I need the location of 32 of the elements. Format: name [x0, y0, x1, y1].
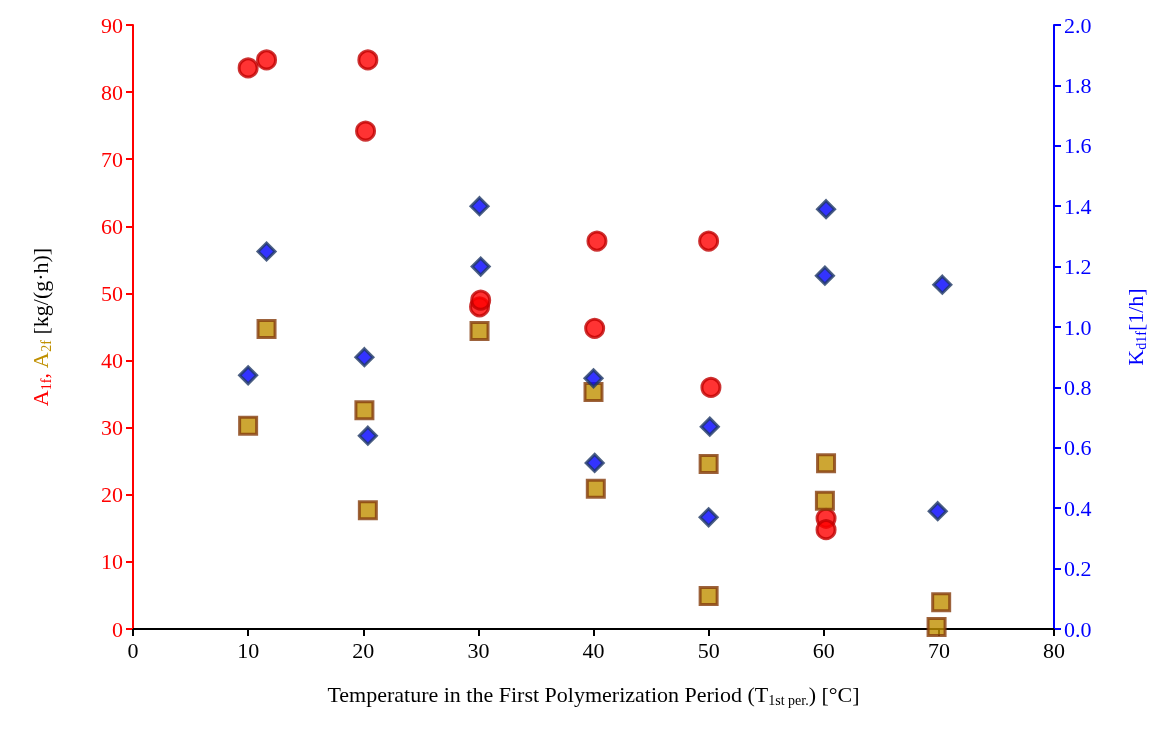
y-tick-label: 40 — [101, 348, 123, 374]
x-tick-label: 0 — [127, 637, 139, 663]
x-tick-label: 60 — [812, 637, 835, 663]
y-tick-label: 0 — [112, 616, 123, 642]
y2-tick-label: 1.8 — [1064, 72, 1092, 98]
y2-tick-label: 0.0 — [1064, 616, 1092, 642]
y2-tick-label: 1.0 — [1064, 314, 1092, 340]
y-tick-label: 70 — [101, 146, 123, 172]
x-tick-label: 80 — [1043, 637, 1065, 663]
y-tick-label: 60 — [101, 213, 123, 239]
y2-tick-label: 2.0 — [1064, 12, 1092, 38]
y2-tick-label: 1.6 — [1064, 133, 1092, 159]
y-tick-label: 30 — [101, 415, 123, 441]
x-tick-label: 20 — [352, 637, 375, 663]
y-tick-label: 50 — [101, 280, 123, 306]
y2-tick-label: 0.4 — [1064, 495, 1092, 521]
y-tick-label: 90 — [101, 12, 123, 38]
x-tick-label: 50 — [697, 637, 720, 663]
y-tick-label: 10 — [101, 549, 123, 575]
y2-axis-title: Kd1f[1/h] — [1122, 288, 1149, 366]
y-tick-label: 20 — [101, 482, 123, 508]
x-tick-label: 40 — [582, 637, 605, 663]
y2-tick-label: 0.6 — [1064, 435, 1092, 461]
y2-tick-label: 1.2 — [1064, 254, 1092, 280]
y2-tick-label: 1.4 — [1064, 193, 1092, 219]
y2-tick-label: 0.2 — [1064, 556, 1092, 582]
x-tick-label: 70 — [927, 637, 950, 663]
x-tick-label: 10 — [237, 637, 260, 663]
x-tick-label: 30 — [467, 637, 490, 663]
y-axis-title: A1f, A2f [kg/(g·h)] — [27, 247, 54, 407]
y2-tick-label: 0.8 — [1064, 374, 1092, 400]
y-tick-label: 80 — [101, 79, 123, 105]
